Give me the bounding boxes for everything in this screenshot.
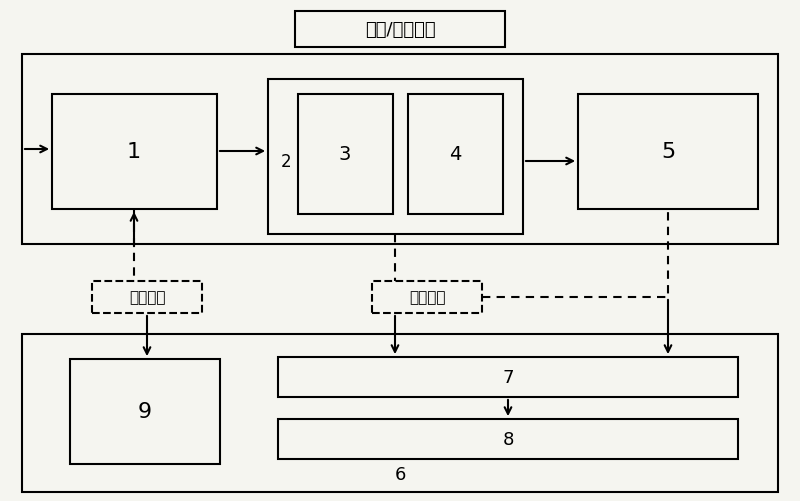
- Text: 控制信号: 控制信号: [129, 290, 166, 305]
- Bar: [298, 95, 393, 214]
- Bar: [268, 80, 523, 234]
- Text: 1: 1: [127, 142, 141, 162]
- Text: 8: 8: [502, 430, 514, 448]
- Bar: [295, 12, 505, 48]
- Text: 2: 2: [281, 153, 291, 171]
- Text: 6: 6: [394, 465, 406, 483]
- Bar: [408, 95, 503, 214]
- Text: 3: 3: [339, 145, 351, 164]
- Bar: [22, 334, 778, 492]
- Bar: [278, 357, 738, 397]
- Bar: [92, 282, 202, 313]
- Text: 数据信号: 数据信号: [409, 290, 446, 305]
- Text: 9: 9: [138, 401, 152, 421]
- Bar: [578, 95, 758, 209]
- Text: 4: 4: [449, 145, 461, 164]
- Bar: [52, 95, 217, 209]
- Bar: [70, 359, 220, 464]
- Text: 7: 7: [502, 368, 514, 386]
- Text: 直流/谐波电流: 直流/谐波电流: [365, 21, 435, 39]
- Bar: [22, 55, 778, 244]
- Text: 5: 5: [661, 142, 675, 162]
- Bar: [372, 282, 482, 313]
- Bar: [278, 419, 738, 459]
